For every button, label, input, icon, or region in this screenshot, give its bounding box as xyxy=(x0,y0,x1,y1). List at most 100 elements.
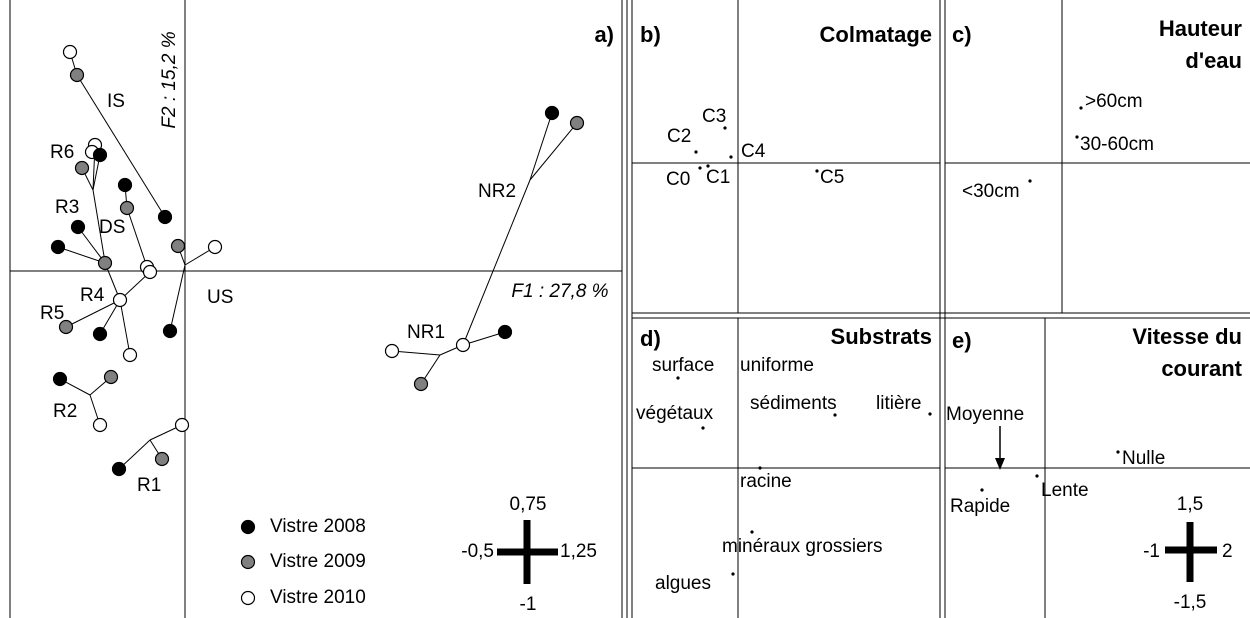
dot xyxy=(58,319,74,335)
panel-label: b) xyxy=(640,22,661,47)
link xyxy=(529,112,553,181)
small-dot xyxy=(833,413,837,417)
scale-bars xyxy=(497,426,1217,584)
point-label: racine xyxy=(740,471,792,492)
point-label: IS xyxy=(107,91,125,112)
point-label: <30cm xyxy=(962,181,1020,202)
panel-title: courant xyxy=(1161,356,1242,381)
dot xyxy=(111,461,127,477)
axis-label: F2 : 15,2 % xyxy=(159,31,180,128)
small-dot xyxy=(698,166,702,170)
scale-label: -0,5 xyxy=(461,541,494,562)
dot xyxy=(119,200,135,216)
scale-label: -1,5 xyxy=(1174,592,1207,613)
dot xyxy=(162,323,178,339)
point-label: Moyenne xyxy=(946,404,1024,425)
point-label: R1 xyxy=(137,475,161,496)
scale-label: 1,25 xyxy=(560,541,597,562)
point-label: C4 xyxy=(741,141,766,162)
link xyxy=(65,299,121,328)
point-label: algues xyxy=(655,573,711,594)
link xyxy=(462,179,531,346)
scale-label: 1,5 xyxy=(1177,494,1203,515)
dot xyxy=(569,115,585,131)
link xyxy=(77,226,106,264)
link xyxy=(169,264,186,332)
dot xyxy=(50,239,66,255)
small-dot xyxy=(731,572,735,576)
dot xyxy=(240,554,256,570)
dot xyxy=(154,451,170,467)
panel-title: Hauteur xyxy=(1159,16,1243,41)
point-label: DS xyxy=(99,217,125,238)
frames xyxy=(9,0,1250,618)
small-dot xyxy=(1075,135,1079,139)
link xyxy=(462,331,506,346)
point-label: >60cm xyxy=(1085,91,1143,112)
link xyxy=(119,299,131,356)
dot xyxy=(384,343,400,359)
point-label: R2 xyxy=(53,401,77,422)
point-label: R6 xyxy=(50,142,74,163)
small-dot xyxy=(706,164,710,168)
dot xyxy=(74,160,90,176)
dot xyxy=(142,264,158,280)
small-dot xyxy=(980,488,984,492)
small-dot xyxy=(694,150,698,154)
point-label: C5 xyxy=(820,167,844,188)
dot xyxy=(122,347,138,363)
legend-label: Vistre 2009 xyxy=(270,551,366,572)
small-dot xyxy=(1116,450,1120,454)
point-label: R3 xyxy=(55,197,79,218)
point-label: litière xyxy=(876,393,921,414)
panel-title: Colmatage xyxy=(820,22,932,47)
point-label: NR2 xyxy=(478,181,516,202)
small-dot xyxy=(815,169,819,173)
dot xyxy=(97,255,113,271)
link xyxy=(76,74,166,218)
point-label: NR1 xyxy=(407,322,445,343)
dot xyxy=(413,376,429,392)
small-dot xyxy=(1028,179,1032,183)
dot xyxy=(92,147,108,163)
panel-title: Substrats xyxy=(831,324,932,349)
point-label: 30-60cm xyxy=(1080,134,1154,155)
small-dot xyxy=(1035,474,1039,478)
dot xyxy=(497,324,513,340)
scale-label: 0,75 xyxy=(510,494,547,515)
small-dot xyxy=(750,530,754,534)
panel-label: d) xyxy=(640,326,661,351)
link xyxy=(529,122,578,181)
small-dot xyxy=(723,126,727,130)
point-label: sédiments xyxy=(750,393,837,414)
dot xyxy=(117,177,133,193)
point-label: uniforme xyxy=(740,355,814,376)
point-label: C1 xyxy=(706,167,730,188)
dot xyxy=(62,44,78,60)
scale-label: -1 xyxy=(520,594,537,615)
panel-label: e) xyxy=(952,328,972,353)
dot xyxy=(544,105,560,121)
small-dot xyxy=(758,466,762,470)
point-label: Lente xyxy=(1041,480,1089,501)
dot xyxy=(69,67,85,83)
small-dot xyxy=(928,412,932,416)
panel-label: a) xyxy=(594,22,614,47)
link xyxy=(92,189,106,263)
dots xyxy=(50,44,1120,606)
point-label: C3 xyxy=(702,106,726,127)
texts: a) F2 : 15,2 % F1 : 27,8 % IS R6 R3 DS R… xyxy=(40,16,1243,615)
dot xyxy=(70,219,86,235)
panel-title: d'eau xyxy=(1185,48,1242,73)
dot xyxy=(170,238,186,254)
small-dot xyxy=(701,426,705,430)
dot xyxy=(157,209,173,225)
panel-title: Vitesse du xyxy=(1132,324,1242,349)
dot xyxy=(174,417,190,433)
links xyxy=(57,51,578,470)
panel-label: c) xyxy=(952,22,972,47)
dot xyxy=(240,519,256,535)
link xyxy=(57,246,106,264)
small-dot xyxy=(1079,106,1083,110)
